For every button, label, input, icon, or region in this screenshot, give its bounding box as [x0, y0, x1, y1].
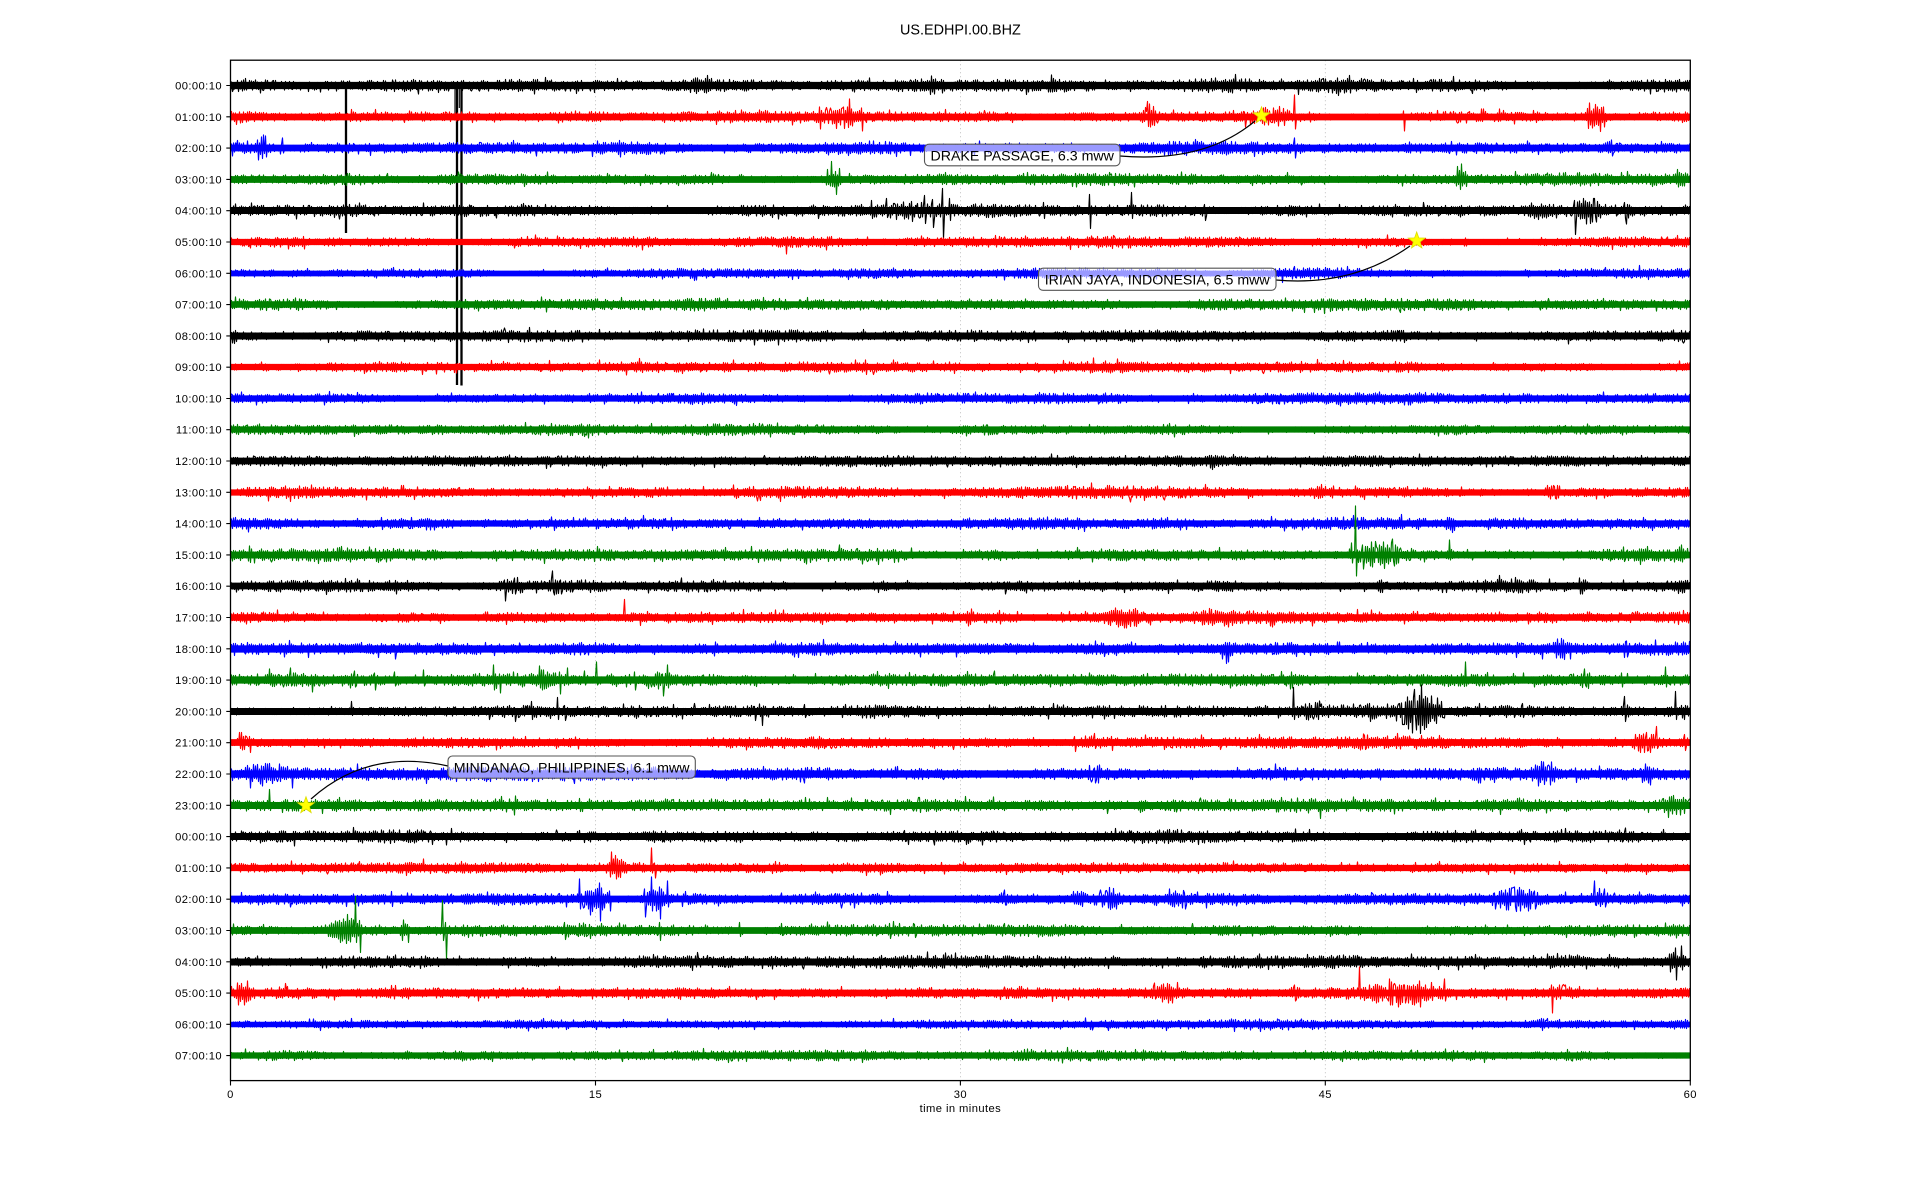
svg-text:03:00:10: 03:00:10	[175, 174, 222, 186]
svg-text:06:00:10: 06:00:10	[175, 268, 222, 280]
svg-text:00:00:10: 00:00:10	[175, 81, 222, 93]
svg-text:07:00:10: 07:00:10	[175, 300, 222, 312]
svg-text:12:00:10: 12:00:10	[175, 456, 222, 468]
svg-text:US.EDHPI.00.BHZ: US.EDHPI.00.BHZ	[900, 22, 1021, 38]
svg-text:30: 30	[954, 1089, 967, 1101]
svg-text:20:00:10: 20:00:10	[175, 706, 222, 718]
svg-text:23:00:10: 23:00:10	[175, 800, 222, 812]
svg-text:time in minutes: time in minutes	[920, 1103, 1002, 1115]
svg-text:14:00:10: 14:00:10	[175, 519, 222, 531]
svg-text:06:00:10: 06:00:10	[175, 1019, 222, 1031]
svg-text:09:00:10: 09:00:10	[175, 362, 222, 374]
svg-text:03:00:10: 03:00:10	[175, 926, 222, 938]
svg-text:11:00:10: 11:00:10	[176, 425, 222, 437]
svg-text:13:00:10: 13:00:10	[175, 487, 222, 499]
svg-text:17:00:10: 17:00:10	[175, 613, 222, 625]
svg-text:15: 15	[589, 1089, 602, 1101]
svg-text:22:00:10: 22:00:10	[175, 769, 222, 781]
svg-text:07:00:10: 07:00:10	[175, 1051, 222, 1063]
svg-text:MINDANAO, PHILIPPINES, 6.1 mww: MINDANAO, PHILIPPINES, 6.1 mww	[454, 761, 690, 777]
svg-text:16:00:10: 16:00:10	[175, 581, 222, 593]
svg-text:21:00:10: 21:00:10	[175, 738, 222, 750]
svg-text:08:00:10: 08:00:10	[175, 331, 222, 343]
svg-text:45: 45	[1319, 1089, 1332, 1101]
svg-text:10:00:10: 10:00:10	[175, 394, 222, 406]
svg-text:04:00:10: 04:00:10	[175, 206, 222, 218]
svg-text:19:00:10: 19:00:10	[175, 675, 222, 687]
svg-text:01:00:10: 01:00:10	[175, 863, 222, 875]
svg-text:60: 60	[1684, 1089, 1697, 1101]
svg-text:0: 0	[227, 1089, 234, 1101]
svg-text:02:00:10: 02:00:10	[175, 143, 222, 155]
svg-text:02:00:10: 02:00:10	[175, 894, 222, 906]
svg-text:00:00:10: 00:00:10	[175, 832, 222, 844]
svg-text:IRIAN JAYA, INDONESIA, 6.5 mww: IRIAN JAYA, INDONESIA, 6.5 mww	[1045, 273, 1271, 289]
svg-text:18:00:10: 18:00:10	[175, 644, 222, 656]
svg-text:04:00:10: 04:00:10	[175, 957, 222, 969]
svg-text:01:00:10: 01:00:10	[175, 112, 222, 124]
svg-text:15:00:10: 15:00:10	[175, 550, 222, 562]
svg-text:05:00:10: 05:00:10	[175, 237, 222, 249]
svg-text:DRAKE PASSAGE, 6.3 mww: DRAKE PASSAGE, 6.3 mww	[930, 148, 1114, 164]
svg-text:05:00:10: 05:00:10	[175, 988, 222, 1000]
